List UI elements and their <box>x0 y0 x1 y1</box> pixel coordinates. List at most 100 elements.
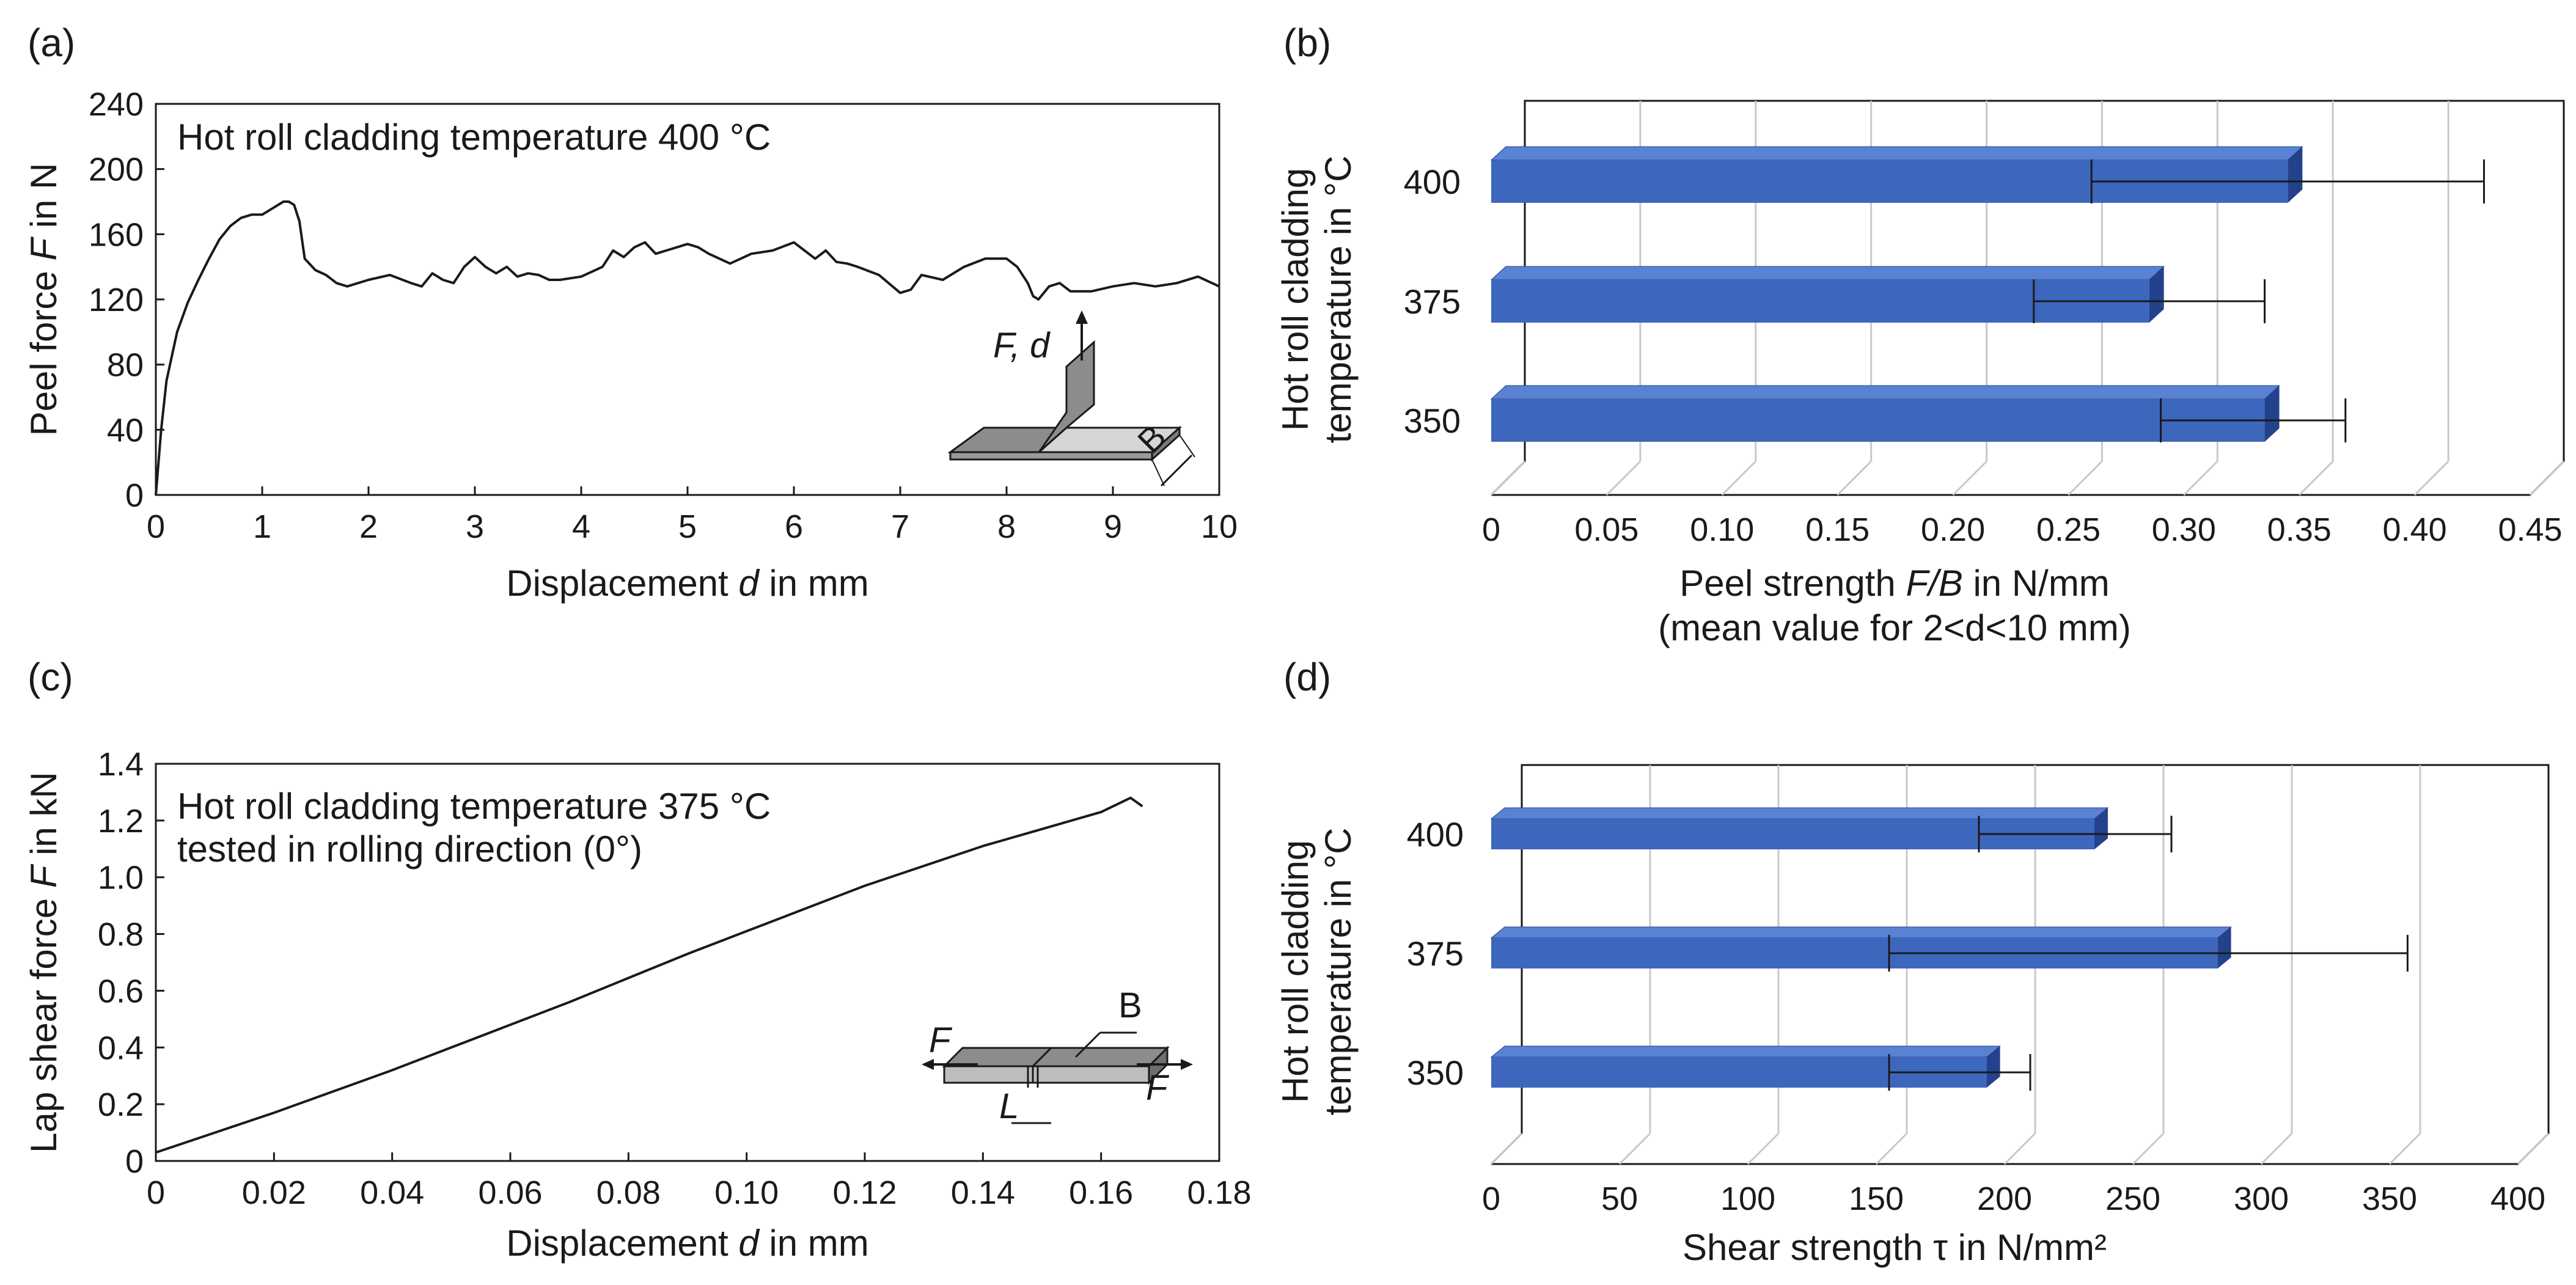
x-tick-label: 0.10 <box>1690 511 1754 548</box>
gridline-floor <box>2183 460 2218 496</box>
bar-375 <box>1490 926 2409 972</box>
y-tick-label: 1.0 <box>98 860 144 896</box>
x-tick-label: 250 <box>2105 1181 2160 1217</box>
x-tick-label: 0 <box>1482 1181 1500 1217</box>
x-tick-label: 0.25 <box>2036 511 2101 548</box>
gridline-floor <box>1605 460 1641 496</box>
y-axis-title-line-1: Hot roll cladding <box>1275 168 1316 431</box>
bar-top-face <box>1490 807 2109 819</box>
bar-side-face <box>2264 386 2280 442</box>
x-axis-title: Shear strength τ in N/mm² <box>1682 1227 2107 1268</box>
x-tick-label: 0.12 <box>832 1174 897 1211</box>
gridline-floor <box>1490 460 1526 496</box>
x-tick-label: 0.30 <box>2152 511 2216 548</box>
bar-top-face <box>1490 1045 2002 1058</box>
y-axis-title-var: F <box>23 863 64 888</box>
gridline-floor <box>2260 1132 2293 1165</box>
y-tick-label: 350 <box>1407 1053 1464 1092</box>
y-axis-title-pre: Peel force <box>23 261 64 436</box>
gridline-floor <box>1875 1132 1908 1165</box>
sketch-label-l: L <box>999 1086 1019 1126</box>
x-axis-title-pre: Displacement <box>506 1223 738 1264</box>
x-tick-label: 10 <box>1201 508 1238 545</box>
gridline-floor <box>1747 1132 1780 1165</box>
x-tick-label: 0.40 <box>2383 511 2447 548</box>
x-axis-title-post: in mm <box>759 1223 869 1264</box>
x-tick-label: 200 <box>1977 1181 2032 1217</box>
gridline-floor <box>2529 460 2565 496</box>
x-tick-label: 0.14 <box>951 1174 1015 1211</box>
y-tick-label: 80 <box>107 347 144 384</box>
x-axis-title-post: in mm <box>759 563 869 604</box>
bar-top-face <box>1490 926 2233 939</box>
gridline-floor <box>2517 1132 2550 1165</box>
y-tick-label: 375 <box>1407 934 1464 973</box>
sketch-label-f-right: F <box>1146 1068 1170 1108</box>
x-tick-label: 300 <box>2234 1181 2289 1217</box>
annotation-line-2: tested in rolling direction (0°) <box>177 829 642 869</box>
x-tick-label: 50 <box>1601 1181 1638 1217</box>
sketch-base-edge <box>949 451 1153 461</box>
sketch-force-arrowhead <box>1076 310 1088 324</box>
x-tick-label: 400 <box>2490 1181 2545 1217</box>
x-tick-label: 0.05 <box>1574 511 1638 548</box>
x-tick-label: 0.16 <box>1069 1174 1133 1211</box>
gridline-floor <box>1490 1132 1523 1165</box>
chart-panel-a: 0 1 2 3 4 5 6 7 8 9 10 0 40 80 120 160 200 240 Hot roll c… <box>23 86 1238 604</box>
chart-panel-c: 0 0.02 0.04 0.06 0.08 0.10 0.12 0.14 0.16 0.18 0 0.… <box>23 746 1252 1264</box>
series-line <box>155 200 1220 496</box>
bar-400 <box>1490 146 2485 203</box>
y-tick-label: 1.4 <box>98 746 144 783</box>
x-tick-label: 100 <box>1720 1181 1775 1217</box>
sketch-b-dimension <box>1160 454 1193 487</box>
y-tick-label: 400 <box>1407 815 1464 854</box>
chart-panel-d: 0 50 100 150 200 250 300 350 400 400 375 350 Hot ro… <box>1275 764 2550 1268</box>
gridline-floor <box>2003 1132 2036 1165</box>
y-tick-label: 375 <box>1404 282 1461 321</box>
plot-frame <box>155 763 1220 1162</box>
gridline-floor <box>1837 460 1872 496</box>
x-axis-title: Displacement d in mm <box>506 563 869 604</box>
bar-side-face <box>2094 808 2108 849</box>
sketch-left-plate-front <box>943 1065 1034 1084</box>
x-tick-label: 0 <box>147 508 165 545</box>
x-tick-label: 3 <box>466 508 484 545</box>
y-tick-label: 40 <box>107 412 144 448</box>
x-tick-label: 4 <box>572 508 590 545</box>
x-tick-label: 0.06 <box>478 1174 542 1211</box>
x-tick-label: 350 <box>2362 1181 2417 1217</box>
x-axis-title-pre: Displacement <box>506 563 738 604</box>
lap-shear-sketch: F B F L <box>922 986 1193 1126</box>
x-axis-title: Peel strength F/B in N/mm <box>1679 563 2110 604</box>
x-axis-title: Displacement d in mm <box>506 1223 869 1264</box>
x-tick-label: 0.08 <box>596 1174 661 1211</box>
y-tick-label: 400 <box>1404 163 1461 201</box>
x-tick-label: 0.10 <box>714 1174 779 1211</box>
y-tick-label: 0.8 <box>98 917 144 953</box>
gridline-floor <box>1952 460 1987 496</box>
y-tick-label: 0.6 <box>98 973 144 1009</box>
x-tick-label: 0.45 <box>2498 511 2562 548</box>
gridline-floor <box>2299 460 2334 496</box>
gridline-floor <box>2414 460 2449 496</box>
sketch-label-fd: F, d <box>993 326 1051 365</box>
x-tick-label: 1 <box>253 508 271 545</box>
y-axis-title-post: in kN <box>23 772 64 865</box>
y-tick-label: 1.2 <box>98 803 144 840</box>
bar-front-face <box>1491 399 2265 442</box>
sketch-b-ext-2 <box>1179 434 1195 458</box>
bar-375 <box>1490 266 2266 323</box>
x-tick-label: 0.18 <box>1187 1174 1251 1211</box>
y-axis-title-var: F <box>23 236 64 261</box>
y-tick-label: 120 <box>89 282 144 318</box>
annotation-line: Hot roll cladding temperature 400 °C <box>177 117 771 158</box>
x-tick-label: 0 <box>147 1174 165 1211</box>
y-axis-title: Lap shear force F in kN <box>23 772 64 1153</box>
x-axis-title-var: d <box>738 1223 760 1264</box>
bar-side-face <box>2149 266 2164 323</box>
peel-test-sketch: F, d B <box>947 310 1195 487</box>
bar-side-face <box>2217 927 2231 968</box>
gridline-floor <box>2068 460 2103 496</box>
x-tick-label: 2 <box>359 508 378 545</box>
sketch-force-left-head <box>922 1059 934 1070</box>
